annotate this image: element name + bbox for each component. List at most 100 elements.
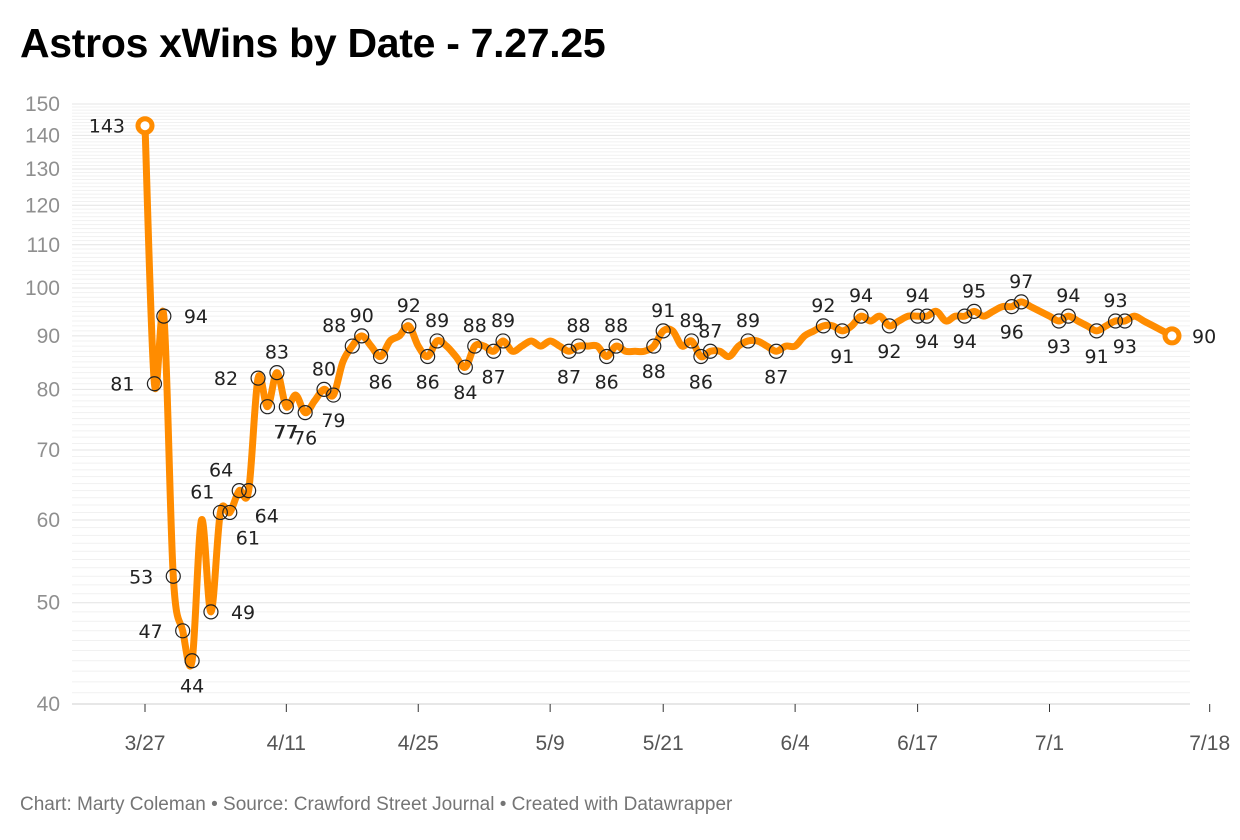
data-label: 84 bbox=[453, 382, 477, 404]
data-point-marker bbox=[646, 338, 662, 354]
series-line-layer bbox=[141, 122, 1176, 670]
data-label: 81 bbox=[110, 374, 134, 396]
data-point-marker bbox=[156, 308, 172, 324]
data-label: 86 bbox=[595, 372, 619, 394]
data-point-marker bbox=[250, 370, 266, 386]
data-point-marker bbox=[222, 504, 238, 521]
data-point-marker bbox=[655, 323, 671, 339]
data-label: 87 bbox=[482, 366, 506, 388]
x-tick-label: 7/1 bbox=[1035, 732, 1064, 755]
y-tick-label: 60 bbox=[37, 509, 60, 532]
x-tick-label: 5/9 bbox=[536, 732, 565, 755]
y-tick-label: 100 bbox=[25, 277, 60, 300]
data-point-marker bbox=[599, 348, 615, 365]
y-tick-label: 90 bbox=[37, 325, 60, 348]
data-point-marker bbox=[834, 323, 850, 339]
y-tick-label: 40 bbox=[37, 693, 60, 716]
data-point-marker bbox=[966, 303, 982, 319]
x-tick-label: 6/17 bbox=[897, 732, 938, 755]
data-point-marker bbox=[1013, 294, 1029, 310]
y-tick-label: 120 bbox=[25, 194, 60, 217]
y-tick-label: 50 bbox=[37, 592, 60, 615]
y-tick-label: 150 bbox=[25, 93, 60, 116]
data-point-marker bbox=[175, 623, 191, 639]
data-label: 94 bbox=[849, 285, 873, 307]
data-label: 77 bbox=[274, 422, 298, 444]
data-point-marker bbox=[919, 308, 935, 324]
data-label: 95 bbox=[962, 280, 986, 302]
data-point-marker bbox=[354, 328, 370, 344]
data-label: 93 bbox=[1047, 336, 1071, 358]
y-tick-label: 80 bbox=[37, 378, 60, 401]
data-point-marker bbox=[297, 405, 313, 421]
data-label: 88 bbox=[642, 361, 666, 383]
data-label: 87 bbox=[698, 320, 722, 342]
data-point-marker bbox=[429, 333, 445, 349]
data-point-marker bbox=[853, 308, 869, 324]
x-tick-label: 4/25 bbox=[398, 732, 439, 755]
data-point-marker bbox=[693, 348, 709, 365]
data-label: 83 bbox=[265, 342, 289, 364]
data-point-marker bbox=[1004, 298, 1020, 315]
data-point-marker bbox=[608, 338, 624, 354]
data-point-marker bbox=[146, 376, 163, 392]
data-label: 90 bbox=[350, 305, 374, 327]
data-point-marker bbox=[1089, 323, 1105, 339]
data-label: 87 bbox=[557, 366, 581, 388]
data-label: 93 bbox=[1113, 336, 1137, 358]
data-point-marker bbox=[740, 333, 756, 349]
data-label: 86 bbox=[689, 372, 713, 394]
data-label: 94 bbox=[915, 331, 939, 353]
data-point-marker bbox=[1117, 313, 1133, 329]
data-point-marker bbox=[570, 338, 587, 354]
data-label: 88 bbox=[604, 315, 628, 337]
data-point-marker bbox=[486, 343, 502, 359]
data-point-marker bbox=[278, 399, 294, 415]
data-point-marker bbox=[1051, 313, 1067, 329]
data-label: 61 bbox=[190, 481, 214, 503]
x-tick-label: 5/21 bbox=[643, 732, 684, 755]
y-tick-label: 140 bbox=[25, 124, 60, 147]
data-label: 86 bbox=[368, 372, 392, 394]
endpoint-marker bbox=[1162, 326, 1182, 346]
data-label: 94 bbox=[184, 306, 208, 328]
data-label: 80 bbox=[312, 358, 336, 380]
chart-footer: Chart: Marty Coleman • Source: Crawford … bbox=[20, 794, 733, 815]
data-label: 91 bbox=[651, 300, 675, 322]
data-label: 47 bbox=[139, 621, 163, 643]
data-point-marker bbox=[768, 343, 784, 359]
data-label: 61 bbox=[236, 527, 260, 549]
data-label: 77 bbox=[273, 422, 297, 444]
data-label: 49 bbox=[231, 602, 255, 624]
data-label: 53 bbox=[129, 566, 153, 588]
y-tick-label: 110 bbox=[27, 234, 60, 257]
data-point-marker bbox=[683, 333, 700, 349]
data-point-marker bbox=[372, 348, 389, 365]
data-label: 94 bbox=[1056, 285, 1080, 307]
data-point-marker bbox=[241, 483, 257, 499]
data-point-marker bbox=[259, 399, 276, 415]
data-label: 76 bbox=[293, 428, 317, 450]
data-label: 89 bbox=[679, 310, 703, 332]
y-tick-label: 130 bbox=[25, 158, 60, 181]
endpoint-marker bbox=[135, 116, 155, 136]
data-label: 94 bbox=[906, 285, 930, 307]
data-point-marker bbox=[910, 308, 926, 324]
data-point-marker bbox=[420, 348, 436, 365]
data-point-marker bbox=[957, 308, 973, 324]
series-line bbox=[141, 122, 1176, 670]
data-markers bbox=[135, 116, 1182, 669]
data-label: 143 bbox=[89, 116, 125, 138]
data-label: 79 bbox=[321, 410, 345, 432]
data-point-marker bbox=[325, 387, 342, 403]
data-label: 94 bbox=[953, 331, 977, 353]
x-tick-label: 4/11 bbox=[267, 732, 306, 755]
data-label: 88 bbox=[566, 315, 590, 337]
data-label: 90 bbox=[1192, 326, 1216, 348]
data-label: 92 bbox=[811, 295, 835, 317]
x-tick-label: 7/18 bbox=[1189, 732, 1230, 755]
data-label: 89 bbox=[491, 310, 515, 332]
gridlines bbox=[72, 103, 1190, 705]
